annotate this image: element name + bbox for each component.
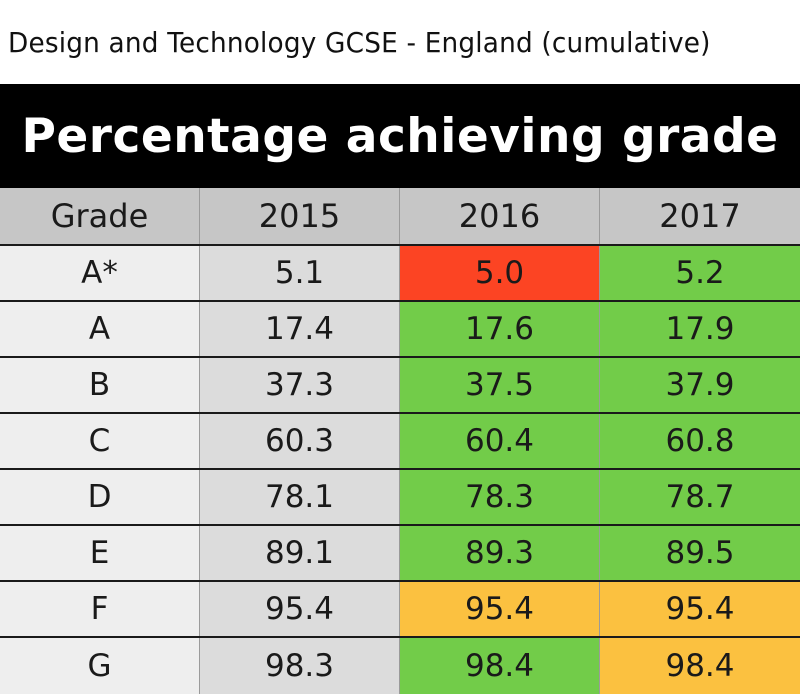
value-cell-2016: 37.5: [400, 358, 600, 412]
table-banner: Percentage achieving grade: [0, 84, 800, 188]
table-row: B 37.3 37.5 37.9: [0, 358, 800, 414]
column-header-2016: 2016: [400, 188, 600, 244]
value-cell-2017: 78.7: [600, 470, 800, 524]
grade-cell: E: [0, 526, 200, 580]
value-cell-2015: 60.3: [200, 414, 400, 468]
value-cell-2016: 5.0: [400, 246, 600, 300]
value-cell-2017: 37.9: [600, 358, 800, 412]
value-cell-2016: 98.4: [400, 638, 600, 694]
value-cell-2017: 17.9: [600, 302, 800, 356]
value-cell-2015: 17.4: [200, 302, 400, 356]
value-cell-2016: 78.3: [400, 470, 600, 524]
value-cell-2015: 78.1: [200, 470, 400, 524]
column-header-2017: 2017: [600, 188, 800, 244]
table-row: D 78.1 78.3 78.7: [0, 470, 800, 526]
grade-cell: F: [0, 582, 200, 636]
value-cell-2015: 37.3: [200, 358, 400, 412]
value-cell-2017: 89.5: [600, 526, 800, 580]
value-cell-2015: 5.1: [200, 246, 400, 300]
value-cell-2016: 89.3: [400, 526, 600, 580]
grade-cell: D: [0, 470, 200, 524]
grade-cell: G: [0, 638, 200, 694]
value-cell-2017: 5.2: [600, 246, 800, 300]
table-row: F 95.4 95.4 95.4: [0, 582, 800, 638]
table-body: A* 5.1 5.0 5.2 A 17.4 17.6 17.9 B 37.3 37.5 37.9 C 60…: [0, 246, 800, 694]
value-cell-2016: 60.4: [400, 414, 600, 468]
column-header-grade: Grade: [0, 188, 200, 244]
column-header-2015: 2015: [200, 188, 400, 244]
value-cell-2015: 98.3: [200, 638, 400, 694]
table-row: A* 5.1 5.0 5.2: [0, 246, 800, 302]
table-header-row: Grade 2015 2016 2017: [0, 188, 800, 246]
table-row: A 17.4 17.6 17.9: [0, 302, 800, 358]
value-cell-2015: 95.4: [200, 582, 400, 636]
value-cell-2016: 17.6: [400, 302, 600, 356]
table-row: C 60.3 60.4 60.8: [0, 414, 800, 470]
results-table: Percentage achieving grade Grade 2015 20…: [0, 84, 800, 696]
grade-cell: A*: [0, 246, 200, 300]
grade-cell: C: [0, 414, 200, 468]
table-row: G 98.3 98.4 98.4: [0, 638, 800, 694]
table-grid: Grade 2015 2016 2017 A* 5.1 5.0 5.2 A 17.4 17.…: [0, 188, 800, 694]
value-cell-2017: 95.4: [600, 582, 800, 636]
table-row: E 89.1 89.3 89.5: [0, 526, 800, 582]
grade-cell: B: [0, 358, 200, 412]
value-cell-2017: 98.4: [600, 638, 800, 694]
value-cell-2017: 60.8: [600, 414, 800, 468]
grade-cell: A: [0, 302, 200, 356]
value-cell-2016: 95.4: [400, 582, 600, 636]
value-cell-2015: 89.1: [200, 526, 400, 580]
page-title: Design and Technology GCSE - England (cu…: [8, 26, 711, 59]
